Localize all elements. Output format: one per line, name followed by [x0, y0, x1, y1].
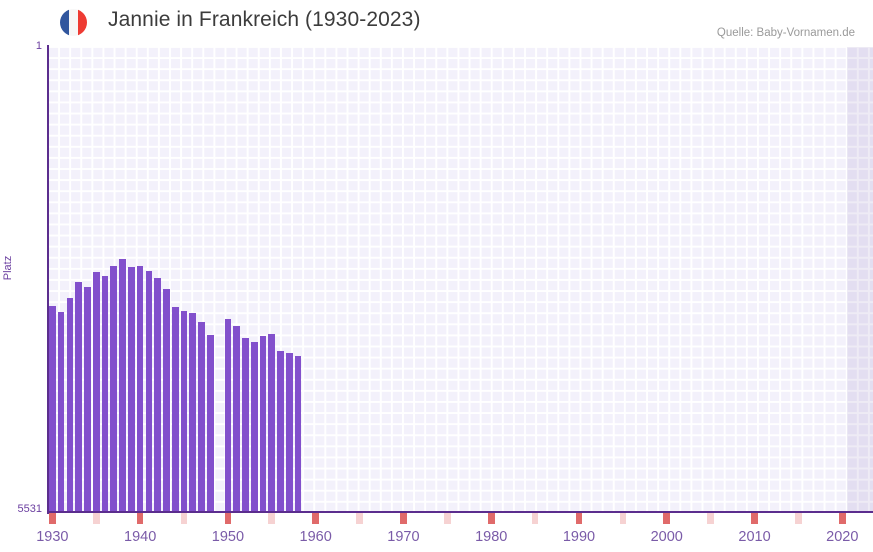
bar — [198, 321, 205, 512]
bar — [136, 265, 144, 512]
page-title: Jannie in Frankreich (1930-2023) — [108, 8, 421, 31]
x-tick-major — [400, 513, 407, 524]
bar — [92, 272, 100, 512]
flag-stripe-red — [77, 9, 87, 36]
bar — [189, 312, 197, 512]
y-axis-title: Platz — [2, 255, 14, 281]
bar — [250, 342, 258, 512]
bar — [163, 289, 170, 512]
x-tick-major — [312, 513, 319, 524]
bar — [110, 266, 118, 512]
source-attribution: Quelle: Baby-Vornamen.de — [716, 27, 855, 39]
bar — [171, 306, 179, 512]
bar-series — [48, 47, 873, 512]
x-tick-major — [663, 513, 671, 524]
bar — [180, 310, 188, 512]
x-tick-major — [838, 513, 846, 524]
x-axis-tick-label: 1940 — [124, 529, 157, 545]
plot-area — [48, 47, 873, 512]
x-axis-tick-label: 2000 — [650, 529, 683, 545]
x-tick-major — [751, 513, 758, 524]
bar — [268, 333, 276, 512]
x-tick-major — [224, 513, 232, 524]
bar — [49, 305, 56, 512]
bar — [128, 267, 135, 512]
x-axis-tick-label: 2010 — [738, 529, 771, 545]
bar — [119, 258, 126, 512]
bar — [75, 281, 83, 512]
x-tick-major — [49, 513, 56, 524]
bar — [277, 351, 284, 512]
x-tick-minor — [619, 513, 627, 524]
bar — [294, 356, 302, 512]
y-axis-tick-bottom: 5531 — [17, 503, 42, 515]
bar — [207, 335, 214, 512]
bar — [224, 318, 232, 512]
x-tick-major — [136, 513, 144, 524]
bar — [259, 336, 267, 512]
x-axis-tick-label: 1960 — [299, 529, 332, 545]
bar — [242, 337, 249, 512]
x-tick-minor — [795, 513, 802, 524]
bar — [233, 326, 241, 512]
y-axis-line — [47, 45, 49, 514]
bar — [57, 311, 65, 512]
flag-stripe-white — [68, 9, 78, 36]
x-axis-tick-label: 1980 — [475, 529, 508, 545]
x-tick-major — [487, 513, 495, 524]
x-axis-ticks: 1930 1940 1950 1960 1970 1980 1990 2000 2010 2020 — [0, 513, 873, 552]
x-tick-minor — [444, 513, 451, 524]
x-tick-minor — [92, 513, 100, 524]
x-axis-line — [47, 511, 873, 513]
chart-header: Jannie in Frankreich (1930-2023) Quelle:… — [0, 0, 873, 44]
x-axis-tick-label: 2020 — [826, 529, 859, 545]
bar — [66, 298, 74, 512]
bar — [145, 271, 153, 512]
france-flag-icon — [60, 9, 87, 36]
bar — [286, 353, 293, 512]
x-tick-minor — [180, 513, 188, 524]
x-tick-minor — [531, 513, 539, 524]
x-tick-minor — [356, 513, 363, 524]
x-tick-major — [575, 513, 583, 524]
x-tick-minor — [268, 513, 276, 524]
x-axis-tick-label: 1990 — [562, 529, 596, 545]
y-axis-tick-top: 1 — [35, 40, 42, 52]
x-axis-tick-label: 1970 — [387, 529, 420, 545]
bar — [84, 287, 91, 512]
x-axis-tick-label: 1950 — [211, 529, 245, 545]
x-axis-tick-label: 1930 — [36, 529, 69, 545]
flag-stripe-blue — [60, 9, 69, 36]
bar — [101, 275, 109, 512]
x-tick-minor — [707, 513, 714, 524]
bar — [154, 278, 162, 512]
